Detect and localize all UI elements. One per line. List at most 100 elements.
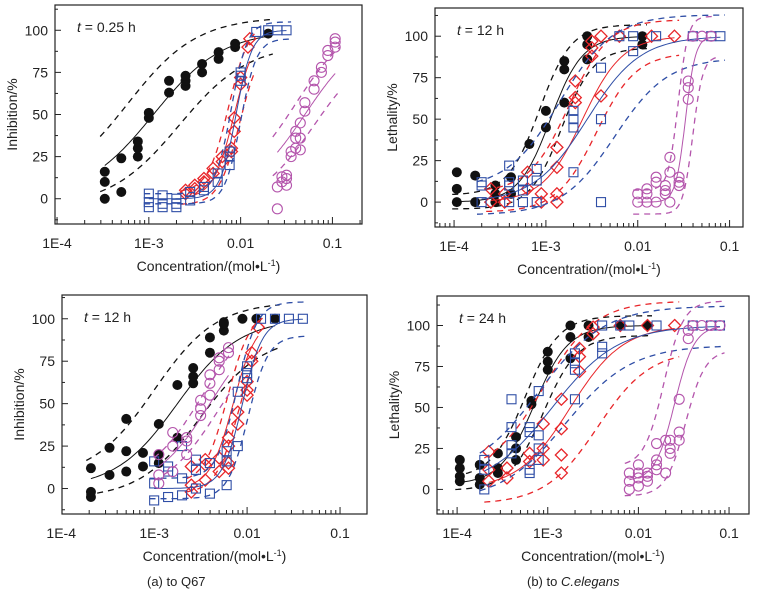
data-point [673, 176, 685, 188]
data-point [281, 25, 292, 36]
x-axis-label: Concentration/(mol•L-1) [137, 258, 281, 274]
data-point [597, 341, 608, 352]
data-point [536, 416, 551, 431]
data-point [204, 488, 215, 499]
data-point [642, 320, 653, 331]
caption-b-prefix: (b) to [527, 574, 561, 589]
data-point [269, 313, 281, 324]
x-tick-label: 0.1 [720, 238, 740, 254]
time-variable: t [457, 22, 462, 38]
data-point [641, 470, 654, 482]
data-point [531, 163, 542, 174]
data-point [153, 449, 165, 461]
data-point [308, 75, 320, 87]
data-point [673, 171, 685, 183]
data-point [533, 430, 544, 441]
series-filled-circle [99, 18, 274, 204]
x-label-end: ) [276, 258, 281, 274]
data-point [664, 447, 676, 459]
x-tick-label: 0.01 [625, 525, 652, 541]
data-point [492, 448, 503, 459]
data-point [632, 459, 644, 471]
y-tick-label: 25 [39, 438, 55, 454]
confidence-band-lower [144, 38, 292, 205]
data-point [534, 195, 549, 210]
confidence-band-upper [476, 14, 725, 183]
data-point [673, 393, 685, 405]
data-point [504, 180, 515, 191]
data-point [559, 64, 570, 75]
data-point [542, 356, 553, 367]
data-point [644, 29, 659, 44]
x-label-end: ) [656, 261, 661, 277]
confidence-band-lower [86, 346, 280, 496]
data-point [153, 419, 164, 430]
x-tick-label: 1E-4 [442, 525, 472, 541]
data-point [241, 40, 255, 55]
data-point [479, 464, 490, 475]
data-point [222, 342, 235, 354]
y-tick-label: 75 [39, 353, 55, 369]
data-point [116, 153, 127, 164]
data-point [582, 39, 593, 50]
y-tick-label: 0 [40, 191, 48, 207]
y-tick-label: 0 [420, 194, 428, 210]
data-point [153, 477, 165, 489]
fit-curve [158, 375, 229, 467]
data-point [180, 70, 191, 81]
panel-time-label: t = 12 h [457, 22, 504, 38]
plot-frame [436, 295, 750, 515]
data-point [204, 369, 216, 381]
data-point [474, 472, 485, 483]
data-point [215, 149, 230, 164]
data-point [533, 386, 544, 397]
data-point [213, 352, 225, 364]
data-point [524, 139, 535, 150]
data-point [517, 185, 528, 196]
y-tick-label: 50 [412, 111, 428, 127]
data-point [664, 151, 676, 163]
data-point [540, 122, 551, 133]
y-tick-label: 50 [414, 399, 430, 415]
data-point [614, 31, 625, 42]
x-tick-label: 0.1 [323, 235, 343, 251]
series-square [143, 21, 292, 213]
panel-time-label: t = 0.25 h [77, 19, 136, 35]
time-value: = 12 h [461, 22, 504, 38]
time-value: = 12 h [88, 309, 131, 325]
data-point [116, 186, 127, 197]
data-point [242, 373, 253, 384]
data-point [569, 348, 580, 359]
data-point [294, 117, 306, 129]
y-tick-label: 75 [414, 358, 430, 374]
data-point [329, 41, 341, 53]
data-point [664, 442, 676, 454]
data-point [329, 33, 341, 45]
data-point [667, 318, 682, 333]
data-point [550, 186, 564, 201]
data-point [315, 66, 327, 78]
data-point [568, 105, 579, 116]
y-tick-label: 25 [414, 440, 430, 456]
data-point [554, 392, 569, 407]
data-point [554, 421, 569, 436]
data-point [540, 105, 551, 116]
panel-time-label: t = 12 h [84, 309, 131, 325]
data-point [157, 190, 168, 201]
panel-a-top: 0 25 50 75 100 1E-4 1E-3 0.01 0.1 Concentration/(… [4, 4, 363, 274]
y-tick-label: 100 [407, 318, 431, 334]
data-point [637, 31, 648, 42]
data-point [568, 90, 583, 105]
data-point [714, 319, 726, 332]
data-point [572, 364, 587, 379]
data-point [149, 495, 160, 506]
confidence-band-lower [476, 59, 726, 215]
x-label-main: Concentration/(mol•L [137, 258, 268, 274]
x-axis-label: Concentration/(mol•L-1) [517, 261, 661, 277]
data-point [481, 462, 496, 477]
data-point [240, 383, 255, 397]
data-point [506, 422, 517, 433]
data-point [143, 197, 154, 208]
data-point [517, 175, 528, 186]
data-point [297, 313, 308, 324]
